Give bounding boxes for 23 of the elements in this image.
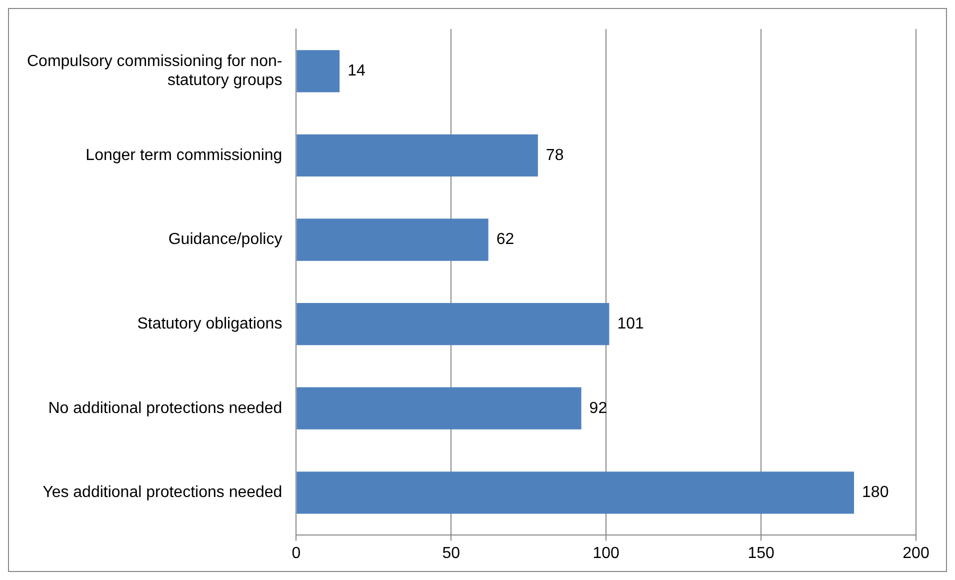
data-label: 92 <box>589 400 608 417</box>
data-label: 14 <box>348 62 366 80</box>
bar <box>296 218 488 261</box>
bar <box>296 387 582 430</box>
data-label: 62 <box>496 231 514 248</box>
x-tick-label: 100 <box>592 544 620 562</box>
data-label: 180 <box>862 484 889 502</box>
x-tick-label: 50 <box>442 544 460 562</box>
x-tick-label: 200 <box>902 544 930 562</box>
data-label: 78 <box>546 146 564 164</box>
y-tick-label: No additional protections needed <box>48 400 282 417</box>
y-tick-label: Statutory obligations <box>137 315 282 332</box>
y-tick-label: Longer term commissioning <box>86 146 282 164</box>
bar <box>296 302 610 346</box>
x-tick-label: 0 <box>292 544 301 562</box>
x-tick-label: 150 <box>748 544 774 562</box>
data-label: 101 <box>617 315 644 332</box>
y-tick-label: Compulsory commissioning for non-statutory groups <box>27 52 282 90</box>
y-tick-label: Guidance/policy <box>168 231 282 248</box>
y-tick-label: Yes additional protections needed <box>42 484 282 502</box>
bar <box>296 134 538 177</box>
bar <box>296 472 854 514</box>
bar <box>296 50 340 92</box>
